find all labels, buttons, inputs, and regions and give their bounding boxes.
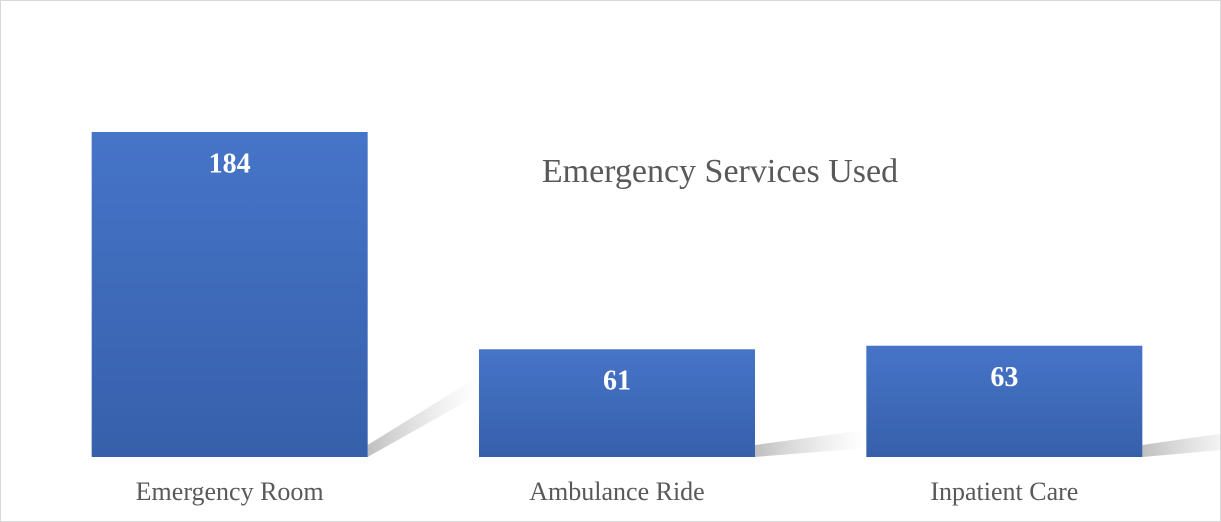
bar-shadow: [755, 430, 865, 457]
bar: [866, 345, 1143, 457]
x-tick-label: Ambulance Ride: [529, 477, 704, 506]
data-label: 61: [603, 366, 631, 397]
bar: [91, 132, 368, 457]
chart-title: Emergency Services Used: [542, 153, 898, 190]
bar-shadow: [367, 377, 478, 457]
bar: [479, 349, 755, 457]
bar-shadow: [1142, 433, 1221, 457]
x-tick-label: Inpatient Care: [930, 477, 1078, 506]
x-tick-label: Emergency Room: [136, 477, 324, 506]
data-label: 184: [209, 148, 251, 179]
data-label: 63: [990, 362, 1018, 393]
